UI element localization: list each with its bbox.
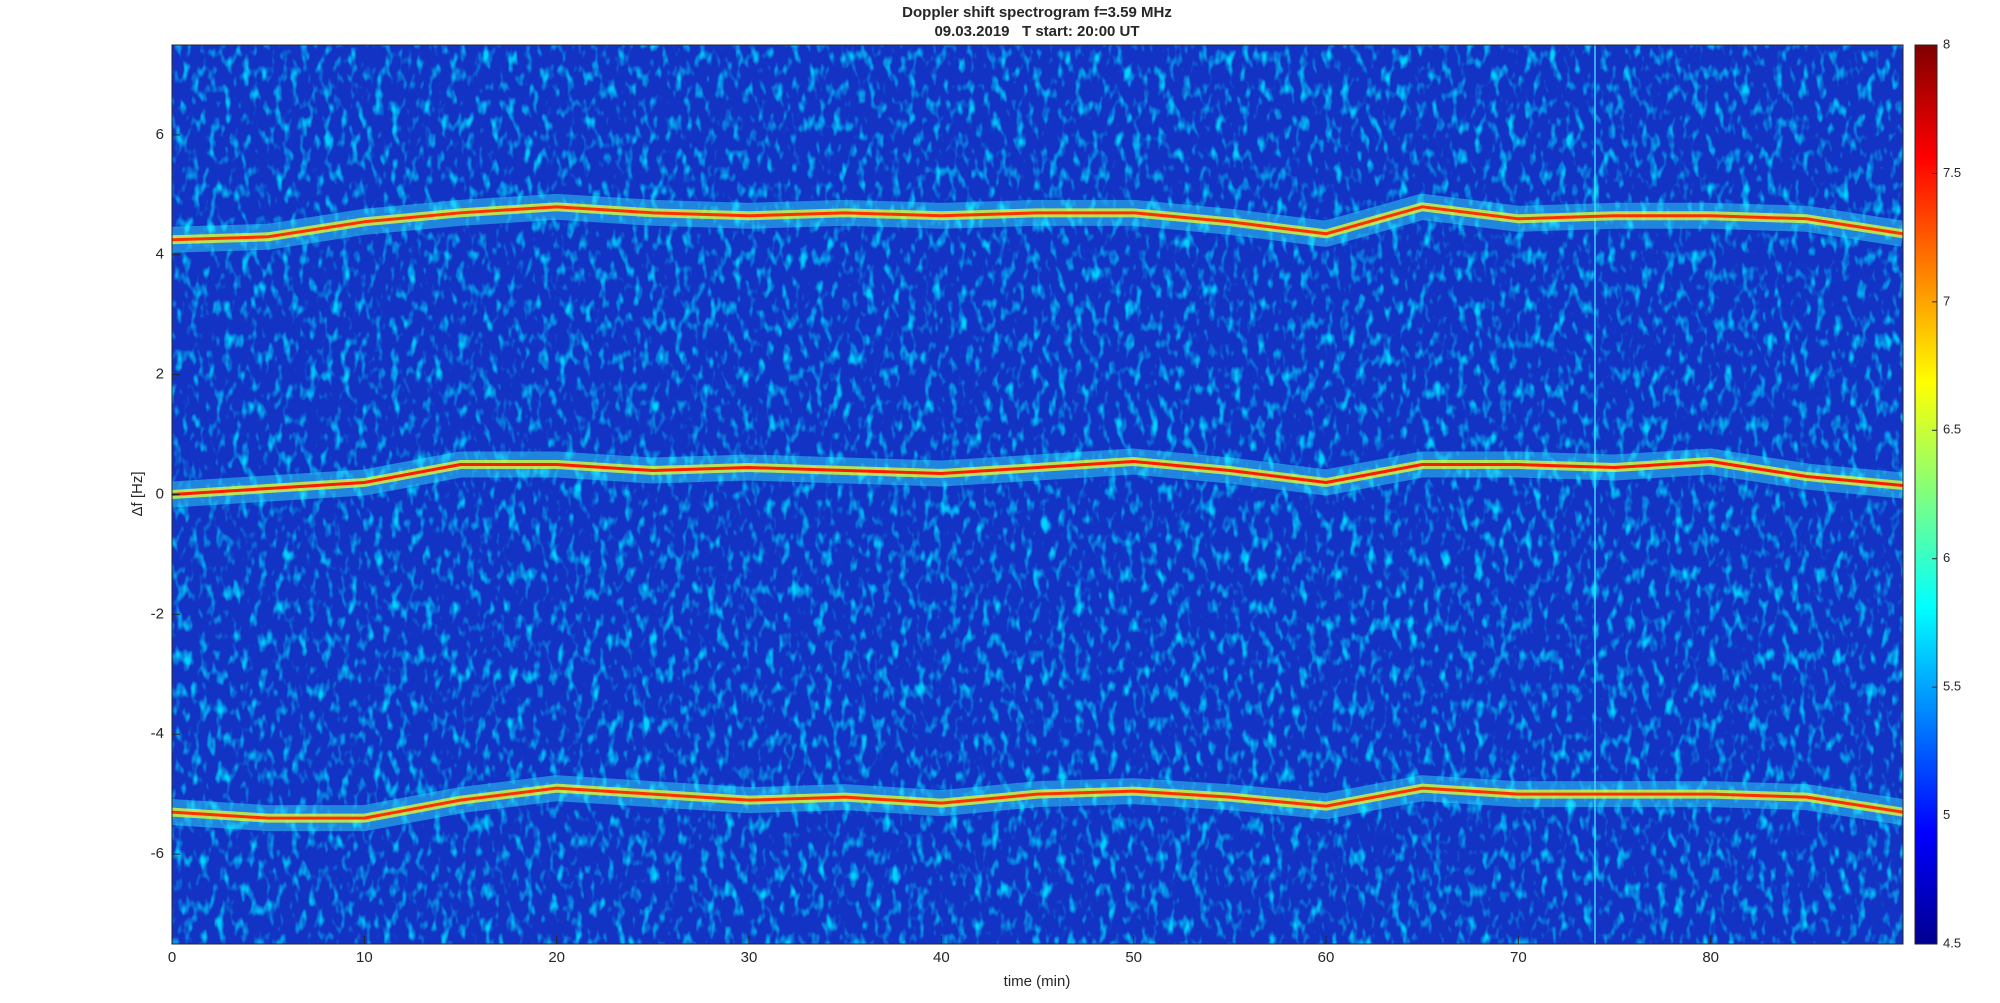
- colorbar-tick-label: 7.5: [1943, 165, 1961, 180]
- y-tick-label: 0: [156, 485, 164, 502]
- trace: [172, 460, 1903, 496]
- x-tick-label: 10: [356, 949, 373, 966]
- x-tick-label: 30: [741, 949, 758, 966]
- y-tick-label: -4: [151, 725, 164, 742]
- chart-title: Doppler shift spectrogram f=3.59 MHz: [902, 4, 1172, 21]
- y-tick-label: 6: [156, 126, 164, 143]
- x-tick-label: 40: [933, 949, 950, 966]
- trace: [172, 786, 1903, 820]
- x-tick-label: 70: [1510, 949, 1527, 966]
- x-tick-label: 20: [548, 949, 565, 966]
- plot-area: [172, 193, 1903, 832]
- colorbar-tick-label: 7: [1943, 293, 1950, 308]
- plot-frame: [171, 44, 1904, 945]
- y-tick-label: 2: [156, 366, 164, 383]
- colorbar-tick-label: 5.5: [1943, 679, 1961, 694]
- x-tick-label: 60: [1318, 949, 1335, 966]
- x-axis-label: time (min): [1004, 973, 1071, 990]
- colorbar-tick-label: 4.5: [1943, 935, 1961, 950]
- colorbar-tick-label: 6.5: [1943, 422, 1961, 437]
- chart-subtitle: 09.03.2019 T start: 20:00 UT: [934, 23, 1139, 40]
- colorbar: [1914, 44, 1938, 945]
- x-tick-label: 50: [1125, 949, 1142, 966]
- x-tick-label: 0: [168, 949, 176, 966]
- y-tick-label: -6: [151, 845, 164, 862]
- colorbar-tick-label: 5: [1943, 807, 1950, 822]
- trace: [172, 205, 1903, 242]
- colorbar-tick-label: 6: [1943, 550, 1950, 565]
- y-tick-label: 4: [156, 246, 164, 263]
- y-tick-label: -2: [151, 605, 164, 622]
- x-tick-label: 80: [1702, 949, 1719, 966]
- colorbar-tick-label: 8: [1943, 36, 1950, 51]
- y-axis-label: Δf [Hz]: [129, 471, 146, 516]
